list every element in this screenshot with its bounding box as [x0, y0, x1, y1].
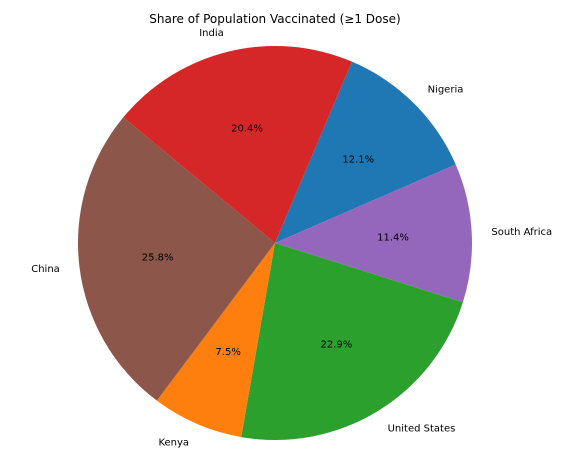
percent-label-kenya: 7.5%: [215, 347, 240, 358]
category-label-china: China: [31, 264, 60, 275]
category-label-india: India: [199, 28, 224, 39]
percent-label-south-africa: 11.4%: [377, 232, 409, 243]
pie-slice-united-states: [241, 243, 463, 440]
pie-slice-kenya: [156, 243, 275, 438]
percent-label-india: 20.4%: [231, 124, 263, 135]
percent-label-nigeria: 12.1%: [342, 155, 374, 166]
chart-title: Share of Population Vaccinated (≥1 Dose): [149, 12, 400, 26]
category-label-kenya: Kenya: [158, 437, 189, 448]
pie-slice-south-africa: [275, 164, 473, 303]
pie-slice-china: [78, 117, 275, 401]
category-label-south-africa: South Africa: [491, 227, 552, 238]
percent-labels: 12.1% 11.4% 22.9% 7.5% 25.8% 20.4%: [142, 124, 409, 358]
category-label-nigeria: Nigeria: [428, 85, 464, 96]
percent-label-united-states: 22.9%: [321, 339, 353, 350]
percent-label-china: 25.8%: [142, 252, 174, 263]
category-labels: Nigeria South Africa United States Kenya Chi…: [31, 28, 552, 448]
category-label-united-states: United States: [388, 424, 456, 435]
pie-slice-nigeria: [275, 61, 456, 243]
pie-slice-india: [123, 46, 352, 243]
pie-slices: [78, 46, 473, 440]
